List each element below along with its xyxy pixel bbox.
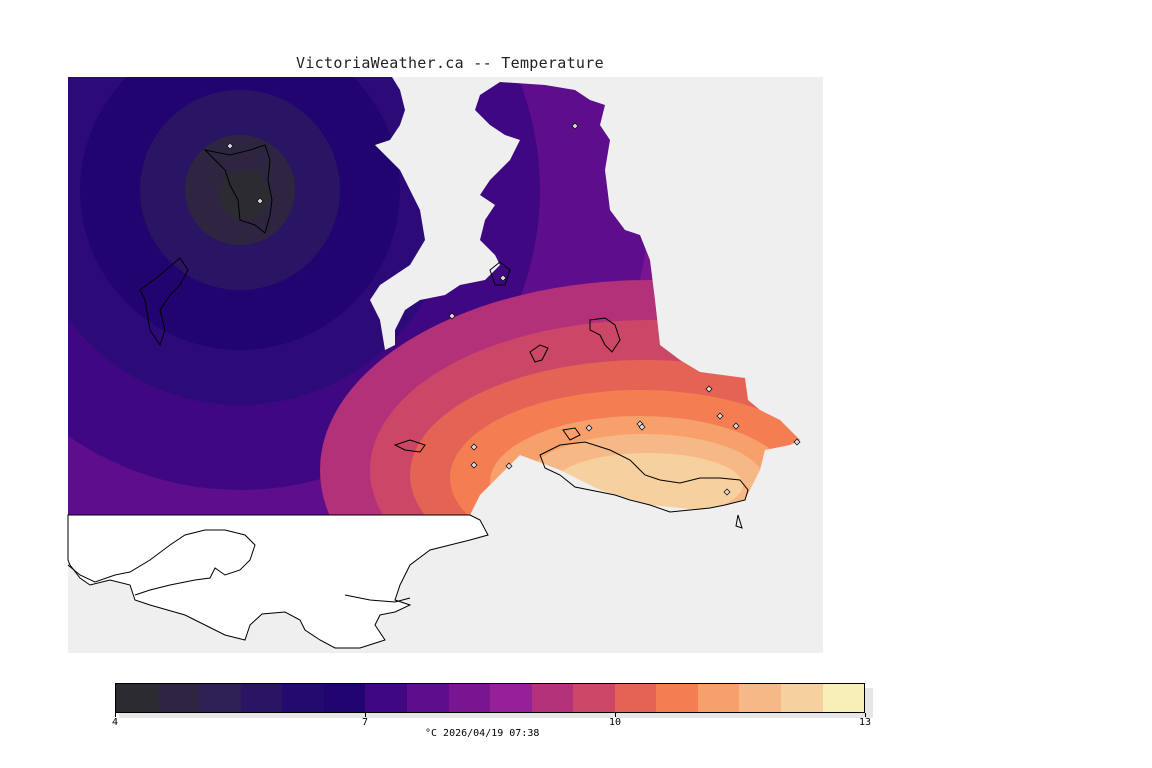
station-marker (585, 424, 593, 432)
colorbar-swatch (531, 684, 574, 712)
colorbar-swatch (282, 684, 324, 712)
station-marker (505, 462, 513, 470)
units-timestamp: °C 2026/04/19 07:38 (425, 728, 540, 739)
station-marker (448, 312, 456, 320)
map-title: VictoriaWeather.ca -- Temperature (296, 54, 604, 72)
colorbar-swatch (739, 684, 781, 712)
colorbar-tick-mark (865, 713, 866, 717)
colorbar-swatch (490, 684, 532, 712)
colorbar-tick-label: 10 (608, 717, 622, 728)
station-marker (470, 443, 478, 451)
south-landmass (67, 514, 489, 649)
station-marker (705, 385, 713, 393)
colorbar-swatch (406, 684, 449, 712)
colorbar-tick-label: 13 (858, 717, 872, 728)
colorbar-tick-mark (115, 713, 116, 717)
colorbar-swatch (116, 684, 158, 712)
station-marker (470, 461, 478, 469)
colorbar-swatch (240, 684, 283, 712)
station-marker (226, 142, 234, 150)
lower-inlet-coast (344, 594, 411, 603)
colorbar-swatch (822, 684, 865, 712)
station-marker (638, 423, 646, 431)
colorbar-swatch (656, 684, 698, 712)
colorbar (115, 683, 865, 713)
colorbar-swatch (323, 684, 366, 712)
water-areas (370, 77, 823, 515)
colorbar-swatch (781, 684, 823, 712)
colorbar-tick-label: 7 (361, 717, 369, 728)
colorbar-swatch (199, 684, 241, 712)
station-marker (723, 488, 731, 496)
colorbar-swatch (697, 684, 740, 712)
colorbar-swatch (614, 684, 657, 712)
station-marker (499, 274, 507, 282)
colorbar-swatch (448, 684, 491, 712)
colorbar-swatch (157, 684, 200, 712)
colorbar-swatch (365, 684, 407, 712)
station-marker (793, 438, 801, 446)
station-marker (732, 422, 740, 430)
saanich-coast (67, 529, 256, 596)
colorbar-tick-mark (365, 713, 366, 717)
station-marker (256, 197, 264, 205)
colorbar-tick-mark (615, 713, 616, 717)
colorbar-tick-label: 4 (111, 717, 119, 728)
weather-stations[interactable] (226, 122, 801, 496)
coastlines (139, 144, 749, 529)
station-marker (716, 412, 724, 420)
station-marker (571, 122, 579, 130)
colorbar-swatch (573, 684, 615, 712)
